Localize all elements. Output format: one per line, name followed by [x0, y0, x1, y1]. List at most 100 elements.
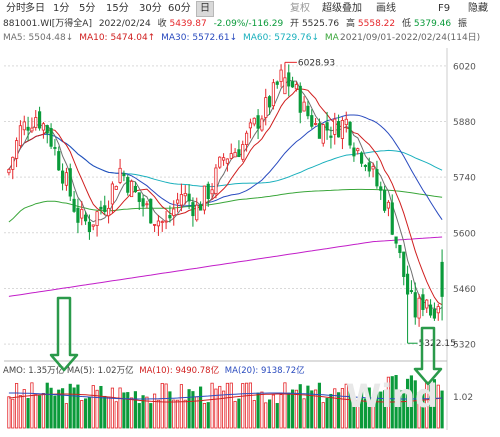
volume-bar: [22, 389, 26, 429]
amo-value: AMO: 1.35万亿: [3, 366, 65, 376]
toolbar-item-3[interactable]: F9: [438, 3, 451, 14]
candle-body: [99, 206, 103, 210]
volume-bar: [126, 392, 130, 429]
tab-period-4[interactable]: 15分: [106, 3, 129, 14]
volume-bar: [379, 391, 383, 429]
candle-body: [256, 115, 260, 129]
candle-body: [80, 208, 84, 219]
tab-period-1[interactable]: 多日: [25, 3, 45, 14]
toolbar-item-0[interactable]: 复权: [290, 3, 310, 14]
tab-period-3[interactable]: 5分: [79, 3, 96, 14]
open-label: 开: [290, 19, 300, 29]
candle-body: [152, 223, 157, 226]
toolbar-item-2[interactable]: 画线: [376, 3, 396, 14]
vol-ma10-value: MA(10): 9490.78亿: [139, 366, 220, 376]
volume-bar: [218, 385, 222, 429]
candle-body: [329, 135, 333, 138]
volume-bar: [60, 388, 65, 429]
tab-period-0[interactable]: 分时: [6, 3, 26, 14]
volume-bar: [428, 384, 433, 429]
volume-bar: [53, 395, 57, 429]
candle-body: [310, 115, 314, 127]
candle-body: [375, 169, 379, 187]
volume-bar: [417, 392, 421, 429]
candle-body: [386, 201, 391, 209]
volume-bar: [237, 398, 241, 429]
candle-body: [30, 127, 34, 132]
candle-body: [7, 169, 11, 174]
high-annotation: 6028.93: [298, 58, 335, 68]
candle-body: [160, 221, 164, 223]
candle-body: [287, 72, 291, 87]
candle-body: [103, 205, 107, 212]
candle-body: [172, 208, 176, 216]
candle-body: [18, 125, 23, 147]
candle-body: [317, 123, 322, 139]
volume-bar: [271, 394, 276, 429]
volume-bar: [386, 376, 391, 429]
candle-body: [405, 273, 410, 295]
volume-bar: [202, 402, 207, 429]
volume-bar: [432, 379, 437, 429]
candle-body: [11, 156, 15, 170]
volume-bar: [133, 391, 138, 429]
candle-body: [156, 220, 161, 227]
volume-bar: [413, 380, 417, 429]
volume-bar: [49, 387, 53, 429]
volume-bar: [260, 391, 264, 429]
candle-body: [340, 120, 345, 139]
candle-body: [298, 85, 302, 113]
tab-period-7[interactable]: 日: [196, 1, 214, 17]
candle-body: [195, 204, 199, 221]
vol-ma5-value: MA(5): 1.02万亿: [66, 366, 134, 376]
candle-body: [348, 121, 352, 146]
volume-bar: [440, 390, 444, 429]
candle-body: [137, 192, 141, 202]
volume-bar: [137, 403, 141, 429]
volume-bar: [402, 390, 406, 429]
candle-body: [37, 111, 42, 129]
candle-body: [237, 149, 241, 158]
volume-bar: [264, 402, 268, 429]
volume-bar: [252, 400, 256, 429]
candle-body: [183, 193, 187, 197]
volume-bar: [164, 383, 168, 429]
candle-body: [290, 81, 295, 88]
tab-period-5[interactable]: 30分: [139, 3, 162, 14]
volume-bar: [321, 402, 325, 429]
low-price: 5379.46: [413, 19, 452, 29]
volume-bar: [118, 387, 122, 429]
candle-body: [149, 198, 153, 224]
candle-body: [221, 157, 226, 161]
candle-body: [175, 199, 180, 204]
ma250-line: [8, 236, 443, 297]
candle-body: [371, 166, 375, 170]
quote-line: 881001.WI[万得全A] 2022/02/24 收 5439.87 -2.…: [3, 19, 467, 30]
candle-body: [179, 194, 184, 206]
volume-bar: [225, 382, 230, 429]
volume-bar: [313, 389, 318, 429]
volume-bar: [302, 398, 306, 429]
candle-body: [187, 193, 191, 202]
tab-period-2[interactable]: 1分: [53, 3, 70, 14]
candle-body: [379, 186, 383, 191]
volume-bar: [279, 394, 283, 429]
candle-body: [233, 152, 237, 158]
candle-body: [110, 183, 115, 205]
toolbar-item-1[interactable]: 超级叠加: [322, 3, 362, 14]
toolbar-item-4[interactable]: 隐藏: [468, 3, 488, 14]
volume-bar: [152, 393, 157, 429]
vol-ma20-value: MA(20): 9138.72亿: [224, 366, 305, 376]
ma30-line: [8, 114, 443, 220]
volume-ma10-line: [8, 393, 443, 403]
price-tick-label: 5740: [453, 174, 476, 184]
volume-bar: [310, 390, 314, 429]
ma60-value: MA60: 5729.76↓: [243, 33, 320, 43]
tab-period-6[interactable]: 60分: [168, 3, 191, 14]
volume-bar: [244, 382, 249, 429]
low-annotation: 5322.15: [419, 339, 456, 349]
volume-bar: [306, 385, 310, 429]
candle-body: [14, 140, 19, 159]
candle-body: [325, 122, 329, 131]
